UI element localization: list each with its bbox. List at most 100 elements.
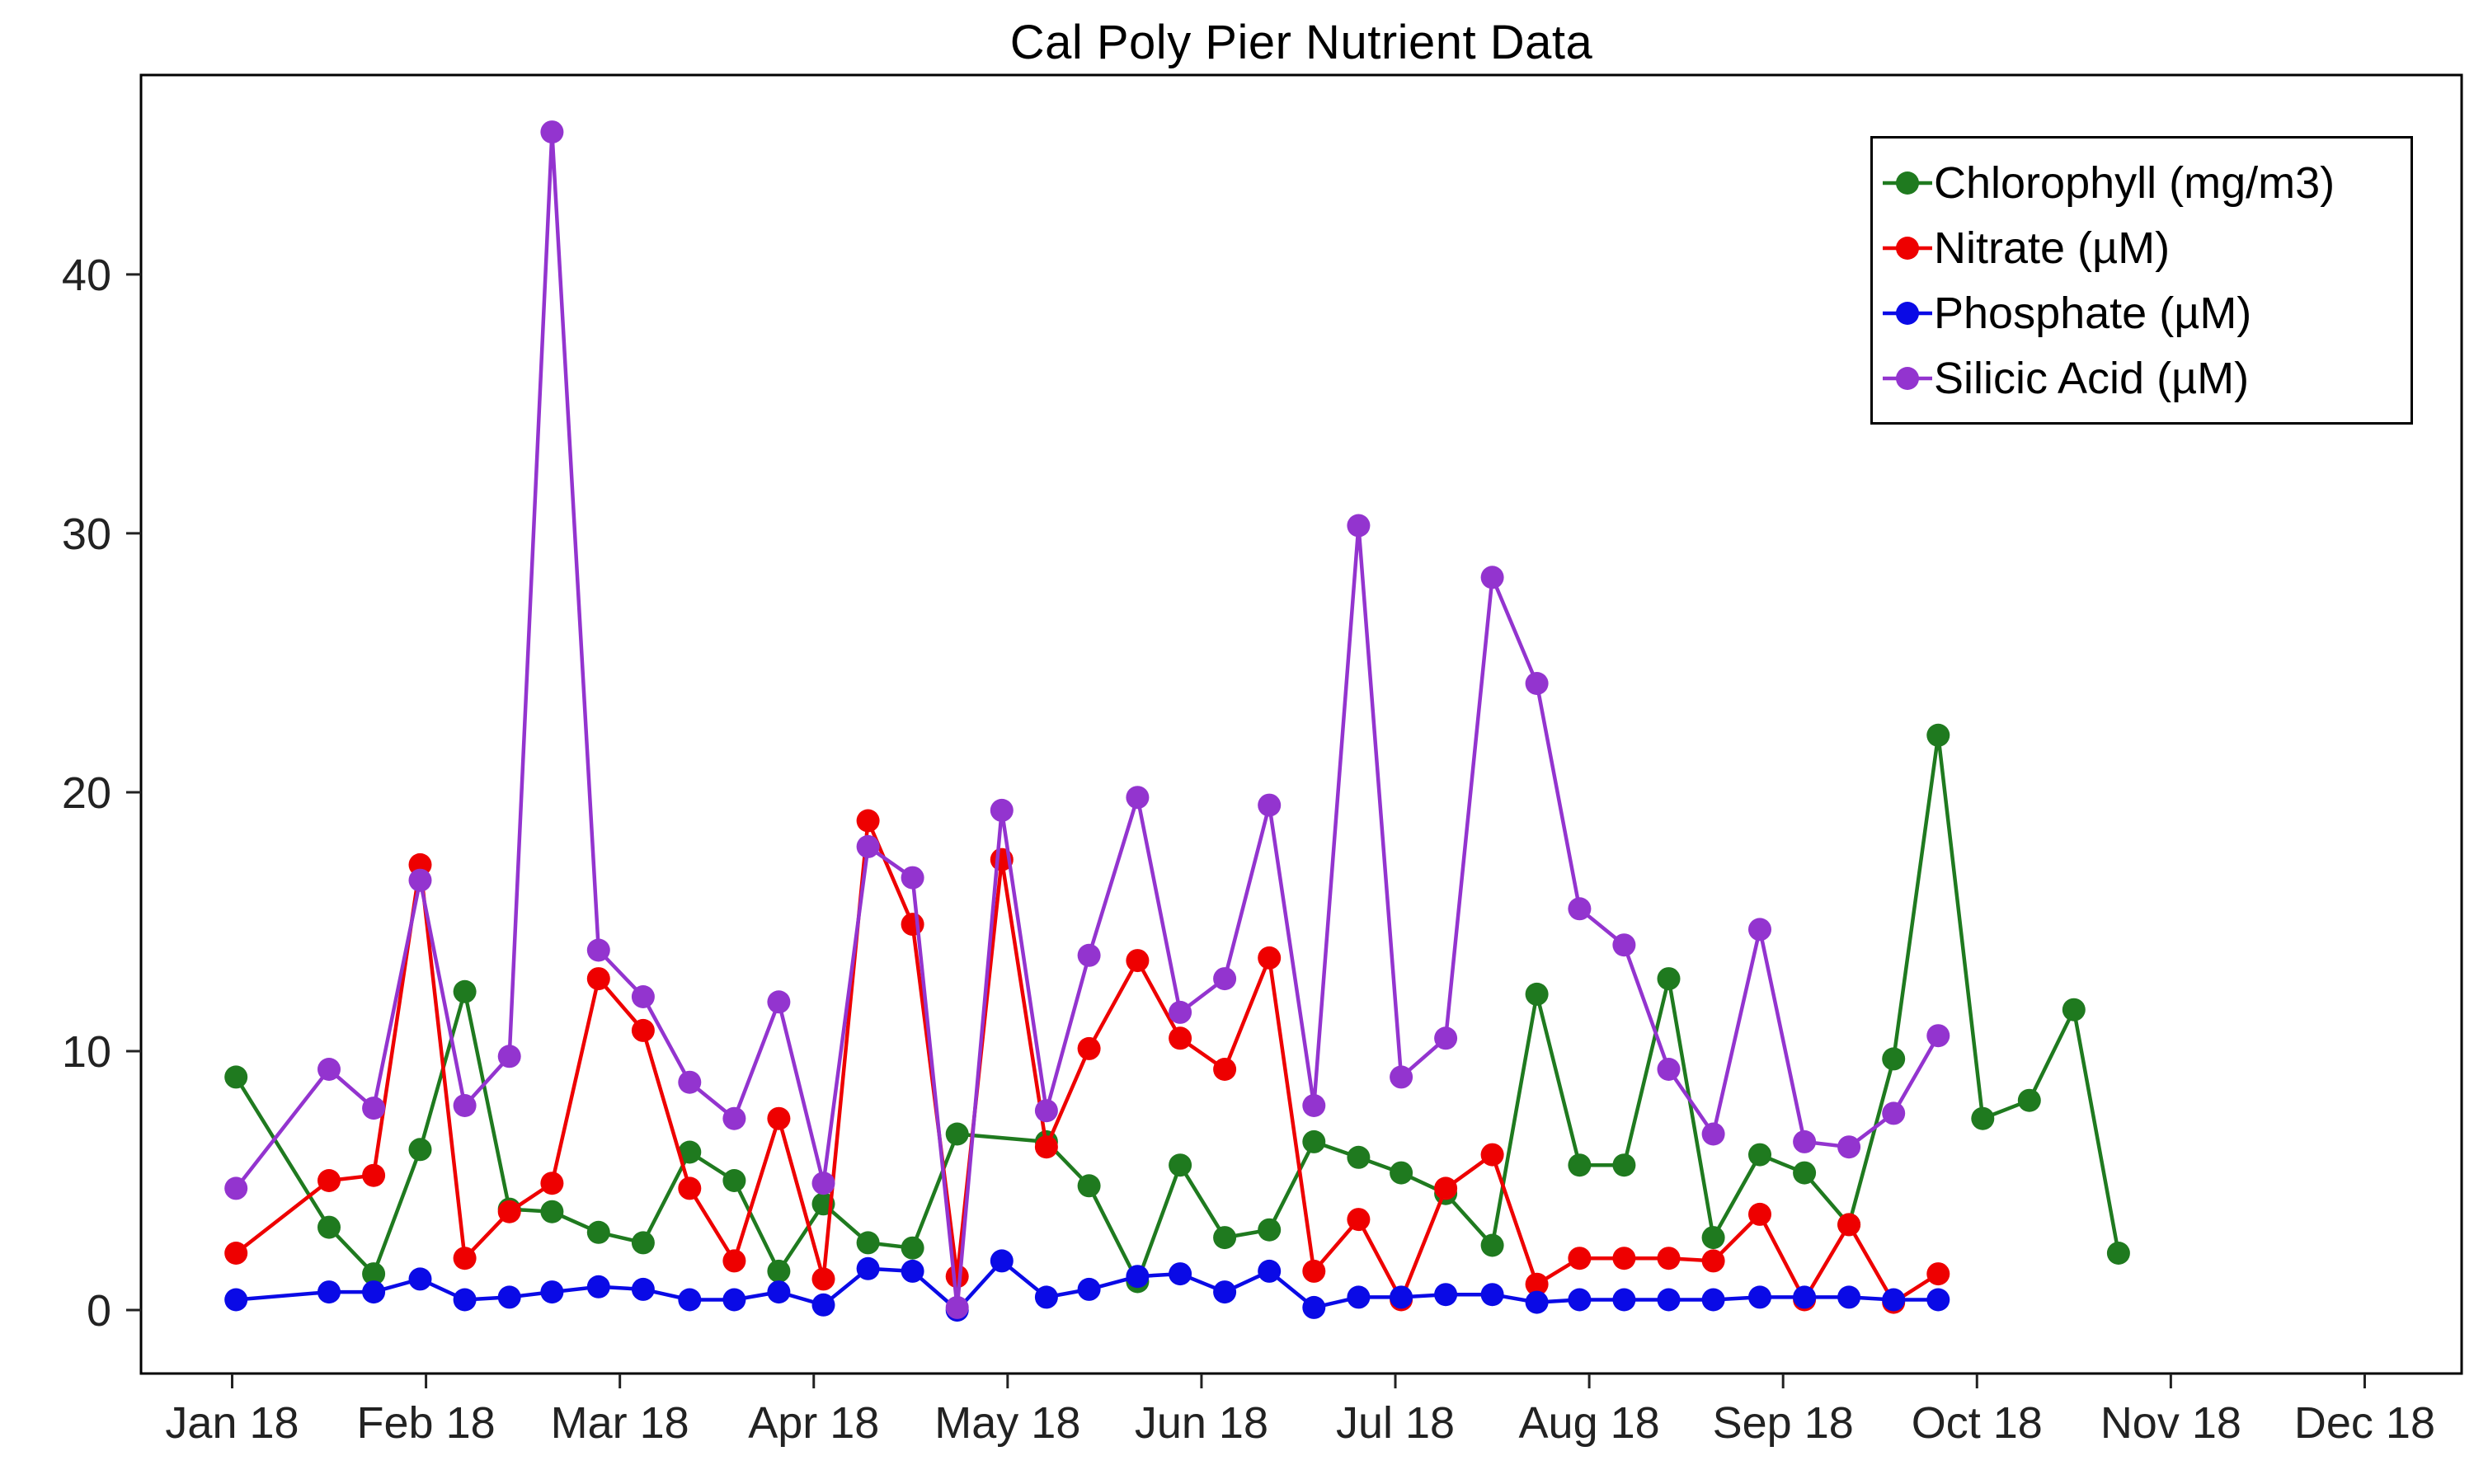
data-point-phosphate-m: [990, 1249, 1014, 1273]
data-point-phosphate-m: [1837, 1285, 1861, 1309]
legend: Chlorophyll (mg/m3) Nitrate (µM) Phosphate…: [1870, 136, 2413, 425]
data-point-phosphate-m: [811, 1293, 835, 1317]
legend-label: Chlorophyll (mg/m3): [1934, 157, 2335, 208]
y-axis-tick-label: 20: [62, 768, 111, 818]
chart-title: Cal Poly Pier Nutrient Data: [1009, 16, 1593, 69]
data-point-phosphate-m: [586, 1275, 610, 1298]
data-point-silicic-acid-m: [1258, 793, 1282, 817]
legend-key-icon: [1883, 236, 1932, 260]
data-point-chlorophyll-mg-m3: [767, 1259, 791, 1283]
data-point-phosphate-m: [901, 1259, 924, 1283]
data-point-phosphate-m: [767, 1280, 791, 1304]
data-point-phosphate-m: [1793, 1285, 1817, 1309]
data-point-phosphate-m: [631, 1277, 655, 1301]
data-point-silicic-acid-m: [1034, 1099, 1058, 1123]
data-point-phosphate-m: [678, 1288, 702, 1312]
data-point-chlorophyll-mg-m3: [586, 1220, 610, 1244]
legend-item: Nitrate (µM): [1881, 215, 2396, 280]
data-point-silicic-acid-m: [1525, 672, 1549, 695]
data-point-silicic-acid-m: [1347, 514, 1371, 538]
data-point-nitrate-m: [1525, 1272, 1549, 1296]
data-point-silicic-acid-m: [1169, 1000, 1192, 1024]
data-point-silicic-acid-m: [767, 990, 791, 1014]
legend-key-icon: [1883, 301, 1932, 325]
data-point-nitrate-m: [1213, 1058, 1237, 1081]
data-point-chlorophyll-mg-m3: [317, 1215, 341, 1239]
x-axis-tick-label: Apr 18: [748, 1398, 879, 1448]
data-point-silicic-acid-m: [408, 868, 432, 892]
data-point-phosphate-m: [317, 1280, 341, 1304]
data-point-phosphate-m: [1034, 1285, 1058, 1309]
data-point-nitrate-m: [678, 1176, 702, 1200]
x-axis-tick-label: Oct 18: [1912, 1398, 2043, 1448]
data-point-phosphate-m: [362, 1280, 386, 1304]
legend-item: Chlorophyll (mg/m3): [1881, 150, 2396, 215]
data-point-chlorophyll-mg-m3: [1748, 1143, 1771, 1167]
data-point-nitrate-m: [1926, 1262, 1950, 1286]
data-point-silicic-acid-m: [1434, 1026, 1458, 1050]
data-point-silicic-acid-m: [540, 120, 564, 144]
data-point-nitrate-m: [767, 1106, 791, 1130]
data-point-nitrate-m: [1657, 1247, 1681, 1270]
x-axis-tick-label: May 18: [934, 1398, 1080, 1448]
data-point-silicic-acid-m: [1077, 943, 1101, 967]
data-point-nitrate-m: [811, 1267, 835, 1291]
data-point-nitrate-m: [1258, 946, 1282, 970]
x-axis-tick-label: Feb 18: [357, 1398, 496, 1448]
data-point-silicic-acid-m: [1748, 918, 1771, 942]
data-point-phosphate-m: [1258, 1259, 1282, 1283]
data-point-silicic-acid-m: [1612, 933, 1636, 957]
data-point-silicic-acid-m: [1126, 786, 1150, 810]
data-point-nitrate-m: [1169, 1026, 1192, 1050]
data-point-chlorophyll-mg-m3: [1169, 1153, 1192, 1177]
data-point-phosphate-m: [1882, 1288, 1906, 1312]
data-point-silicic-acid-m: [631, 985, 655, 1008]
data-point-chlorophyll-mg-m3: [945, 1122, 969, 1146]
data-point-chlorophyll-mg-m3: [1926, 723, 1950, 747]
legend-label: Nitrate (µM): [1934, 223, 2171, 273]
x-axis-tick-label: Nov 18: [2100, 1398, 2241, 1448]
data-point-chlorophyll-mg-m3: [1525, 982, 1549, 1006]
data-point-silicic-acid-m: [586, 938, 610, 962]
data-point-phosphate-m: [1568, 1288, 1592, 1312]
data-point-silicic-acid-m: [1837, 1135, 1861, 1159]
x-axis-tick-label: Aug 18: [1519, 1398, 1660, 1448]
data-point-silicic-acid-m: [856, 834, 880, 858]
data-point-nitrate-m: [1302, 1259, 1326, 1283]
data-point-nitrate-m: [901, 913, 924, 937]
data-point-phosphate-m: [1525, 1290, 1549, 1314]
data-point-phosphate-m: [856, 1256, 880, 1280]
data-point-silicic-acid-m: [362, 1097, 386, 1120]
data-point-nitrate-m: [722, 1249, 746, 1273]
y-axis-tick-label: 30: [62, 510, 111, 559]
data-point-silicic-acid-m: [1480, 566, 1504, 589]
data-point-silicic-acid-m: [811, 1172, 835, 1195]
data-point-phosphate-m: [1390, 1285, 1413, 1309]
data-point-silicic-acid-m: [1390, 1065, 1413, 1089]
data-point-phosphate-m: [540, 1280, 564, 1304]
data-point-phosphate-m: [1701, 1288, 1725, 1312]
data-point-phosphate-m: [1434, 1283, 1458, 1307]
y-axis-tick-label: 10: [62, 1027, 111, 1077]
data-point-phosphate-m: [497, 1285, 521, 1309]
legend-label: Phosphate (µM): [1934, 288, 2252, 338]
data-point-phosphate-m: [1347, 1285, 1371, 1309]
data-point-nitrate-m: [1837, 1213, 1861, 1237]
data-point-nitrate-m: [856, 809, 880, 833]
data-point-phosphate-m: [1077, 1277, 1101, 1301]
data-point-phosphate-m: [1612, 1288, 1636, 1312]
data-point-chlorophyll-mg-m3: [453, 979, 477, 1003]
data-point-phosphate-m: [722, 1288, 746, 1312]
data-point-nitrate-m: [586, 967, 610, 991]
data-point-silicic-acid-m: [1657, 1058, 1681, 1081]
data-point-silicic-acid-m: [1568, 897, 1592, 921]
data-point-chlorophyll-mg-m3: [1213, 1226, 1237, 1250]
data-point-silicic-acid-m: [497, 1045, 521, 1068]
data-point-phosphate-m: [408, 1267, 432, 1291]
x-axis-tick-label: Jun 18: [1135, 1398, 1268, 1448]
data-point-silicic-acid-m: [722, 1106, 746, 1130]
legend-item: Phosphate (µM): [1881, 280, 2396, 345]
data-point-nitrate-m: [1748, 1202, 1771, 1226]
data-point-nitrate-m: [1347, 1208, 1371, 1232]
